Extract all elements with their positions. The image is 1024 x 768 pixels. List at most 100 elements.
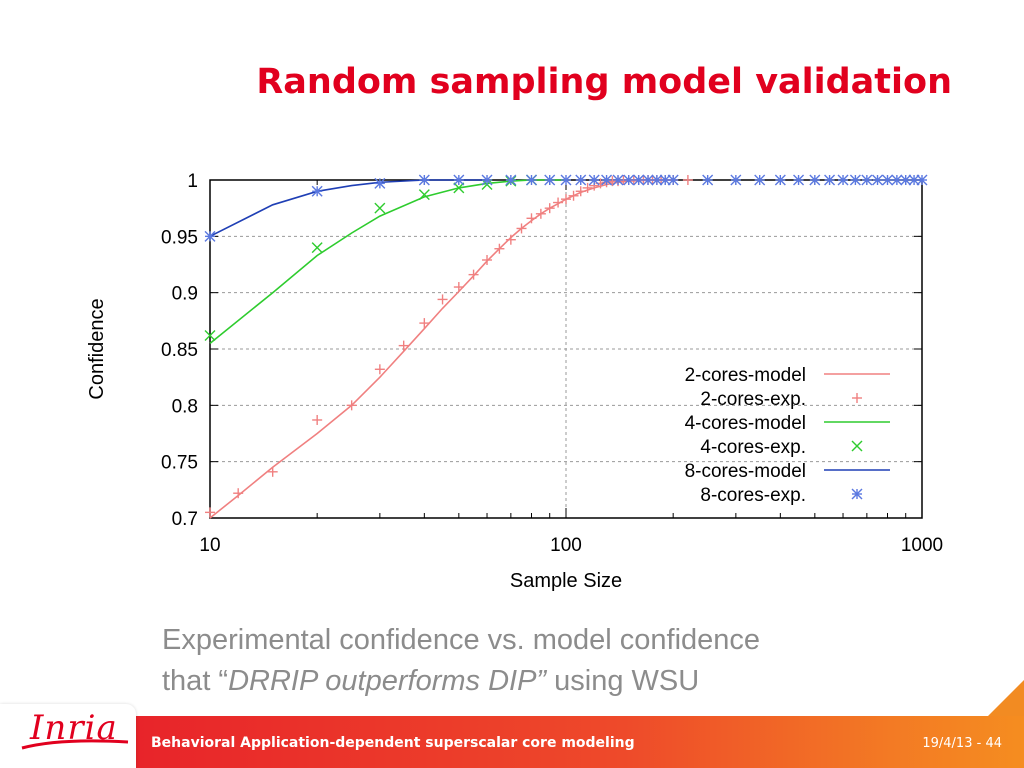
marker-stroke: [575, 174, 587, 186]
data-point-8-cores-exp: [891, 174, 903, 186]
data-point-8-cores-exp: [882, 174, 893, 186]
data-point-2-cores-exp: [516, 223, 527, 234]
data-point-8-cores-exp: [837, 174, 849, 186]
data-point-2-cores-exp: [398, 340, 409, 351]
data-point-8-cores-exp: [642, 174, 654, 186]
data-point-4-cores-exp: [204, 329, 216, 341]
data-point-8-cores-exp: [481, 174, 493, 186]
marker-stroke: [809, 174, 821, 186]
marker-stroke: [633, 174, 645, 186]
legend-label-2-cores-model: 2-cores-model: [685, 365, 806, 386]
marker-stroke: [560, 174, 572, 186]
marker-stroke: [837, 174, 849, 186]
data-point-4-cores-exp: [453, 182, 465, 194]
y-tick-label: 0.9: [172, 284, 198, 305]
data-point-8-cores-exp: [900, 174, 912, 186]
marker-stroke: [418, 174, 430, 186]
marker-stroke: [730, 174, 742, 186]
marker-stroke: [311, 185, 323, 197]
data-point-8-cores-exp: [633, 174, 645, 186]
data-point-8-cores-exp: [575, 174, 587, 186]
data-point-2-cores-exp: [561, 194, 571, 205]
marker-stroke: [204, 230, 216, 242]
footer-bar: [136, 716, 1024, 768]
marker-stroke: [916, 174, 928, 186]
data-point-2-cores-exp: [437, 294, 448, 305]
marker-stroke: [311, 242, 323, 254]
marker-stroke: [908, 174, 920, 186]
data-point-8-cores-exp: [588, 174, 600, 186]
data-point-8-cores-exp: [418, 174, 430, 186]
caption-emphasis: DRRIP outperforms DIP”: [228, 665, 547, 697]
series-line-8-cores-model: [209, 179, 487, 238]
data-point-8-cores-exp: [824, 174, 836, 186]
footer-page-info: 19/4/13 - 44: [922, 736, 1002, 751]
data-point-8-cores-exp: [601, 174, 613, 186]
data-point-8-cores-exp: [861, 174, 873, 186]
marker-stroke: [851, 488, 863, 500]
data-point-2-cores-exp: [312, 414, 323, 425]
marker-stroke: [667, 174, 679, 186]
y-axis-label: Confidence: [86, 298, 108, 399]
data-point-8-cores-exp: [526, 174, 537, 186]
legend-swatch-2-cores-exp: [852, 393, 862, 403]
data-point-2-cores-exp: [267, 466, 278, 477]
data-point-8-cores-exp: [809, 174, 821, 186]
caption-line-1: Experimental confidence vs. model confid…: [162, 624, 761, 656]
data-point-2-cores-exp: [205, 507, 215, 518]
marker-stroke: [505, 174, 517, 186]
marker-stroke: [453, 182, 465, 194]
data-point-2-cores-exp: [553, 197, 564, 208]
data-point-8-cores-exp: [612, 174, 624, 186]
y-tick-label: 0.8: [172, 396, 198, 417]
data-point-2-cores-exp: [568, 190, 579, 201]
data-point-2-cores-exp: [419, 318, 430, 329]
marker-stroke: [544, 174, 556, 186]
footer-separator: -: [972, 736, 986, 751]
data-point-4-cores-exp: [418, 189, 430, 201]
data-point-8-cores-exp: [311, 185, 323, 197]
data-point-2-cores-exp: [582, 182, 593, 193]
marker-stroke: [204, 329, 216, 341]
marker-stroke: [774, 174, 786, 186]
marker-stroke: [872, 174, 884, 186]
marker-stroke: [612, 174, 624, 186]
marker-stroke: [861, 174, 873, 186]
data-point-8-cores-exp: [505, 174, 517, 186]
data-point-8-cores-exp: [667, 174, 679, 186]
data-point-2-cores-exp: [575, 186, 586, 197]
marker-stroke: [623, 174, 635, 186]
legend-swatch-4-cores-exp: [851, 440, 863, 452]
data-point-2-cores-exp: [505, 234, 516, 245]
data-point-8-cores-exp: [544, 174, 556, 186]
x-tick-label: 10: [199, 535, 220, 556]
marker-stroke: [702, 174, 714, 186]
y-tick-label: 1: [187, 171, 198, 192]
marker-stroke: [453, 174, 465, 186]
data-point-8-cores-exp: [793, 174, 805, 186]
data-point-2-cores-exp: [494, 243, 505, 254]
marker-stroke: [793, 174, 805, 186]
data-point-8-cores-exp: [849, 174, 861, 186]
data-point-8-cores-exp: [916, 174, 928, 186]
data-point-2-cores-exp: [346, 400, 357, 411]
marker-stroke: [481, 174, 493, 186]
data-point-8-cores-exp: [560, 174, 572, 186]
marker-stroke: [651, 174, 663, 186]
data-point-8-cores-exp: [702, 174, 714, 186]
data-point-2-cores-exp: [482, 254, 493, 265]
legend-label-8-cores-model: 8-cores-model: [685, 461, 806, 482]
footer-page-number: 44: [985, 736, 1002, 751]
x-tick-label: 100: [550, 535, 582, 556]
marker-stroke: [526, 174, 537, 186]
legend-label-4-cores-model: 4-cores-model: [685, 413, 806, 434]
logo-swoosh-icon: [21, 739, 129, 750]
data-point-8-cores-exp: [651, 174, 663, 186]
caption-suffix: using WSU: [546, 665, 700, 697]
slide-title: Random sampling model validation: [256, 62, 952, 102]
caption-line-2: that “DRRIP outperforms DIP” using WSU: [162, 661, 922, 702]
x-tick-label: 1000: [901, 535, 943, 556]
data-point-2-cores-exp: [544, 203, 555, 214]
data-point-8-cores-exp: [453, 174, 465, 186]
data-point-8-cores-exp: [204, 230, 216, 242]
